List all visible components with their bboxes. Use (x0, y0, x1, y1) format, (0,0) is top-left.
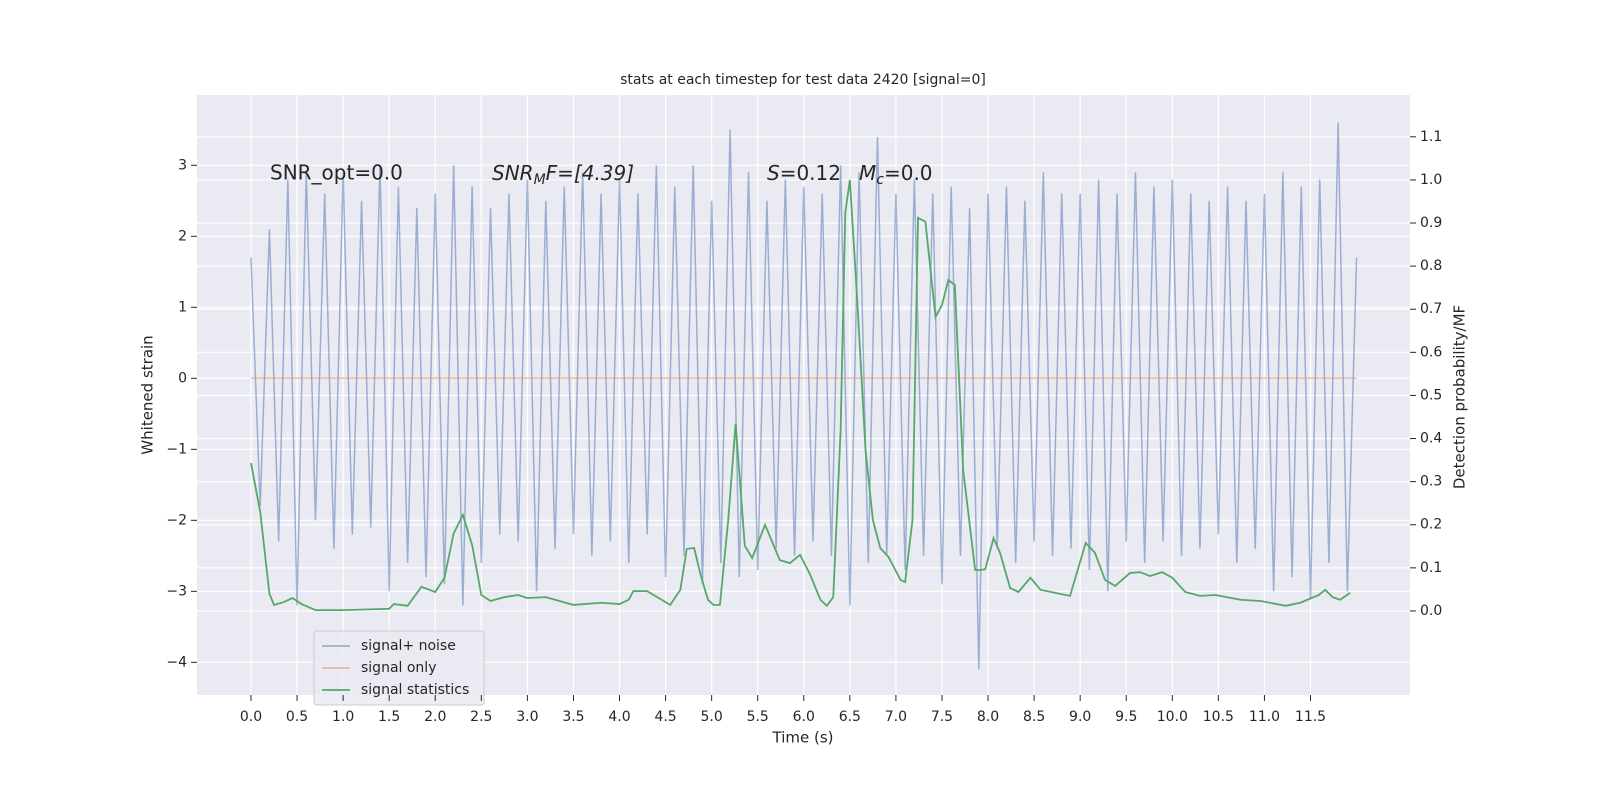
annotation-part: M (859, 161, 876, 185)
y-tick-label: 0 (178, 370, 187, 386)
x-tick-label: 3.0 (516, 709, 538, 725)
y2-tick-label: 1.0 (1420, 172, 1442, 188)
legend-label: signal only (361, 660, 436, 676)
x-tick-label: 5.5 (747, 709, 769, 725)
y2-tick-label: 0.3 (1420, 474, 1442, 490)
x-tick-label: 9.5 (1115, 709, 1137, 725)
x-tick-label: 7.0 (885, 709, 907, 725)
y-axis-label: Whitened strain (139, 335, 157, 454)
x-tick-label: 8.0 (977, 709, 999, 725)
annotation: SNRMF=[4.39] (492, 161, 634, 189)
x-tick-label: 2.5 (470, 709, 492, 725)
x-tick-label: 2.0 (424, 709, 446, 725)
y2-tick-label: 0.7 (1420, 301, 1442, 317)
chart-title: stats at each timestep for test data 242… (620, 72, 986, 88)
y2-tick-label: 0.1 (1420, 560, 1442, 576)
y2-tick-label: 1.1 (1420, 129, 1442, 145)
legend-box (313, 630, 485, 706)
y-tick-label: 2 (178, 228, 187, 244)
x-tick-label: 6.5 (839, 709, 861, 725)
x-tick-label: 4.5 (654, 709, 676, 725)
y-tick-label: −2 (166, 512, 187, 528)
y-tick-label: 3 (178, 157, 187, 173)
x-tick-label: 5.0 (701, 709, 723, 725)
y2-tick-label: 0.2 (1420, 517, 1442, 533)
annotation-part: =0.0 (884, 161, 933, 185)
y2-tick-label: 0.6 (1420, 344, 1442, 360)
x-tick-label: 0.0 (240, 709, 262, 725)
annotation-part: M (534, 172, 546, 188)
y-tick-label: −1 (166, 441, 187, 457)
x-tick-label: 8.5 (1023, 709, 1045, 725)
annotation: S=0.12 (767, 161, 841, 185)
annotation-part: S (767, 161, 780, 185)
x-axis-label: Time (s) (772, 729, 834, 747)
legend-label: signal+ noise (361, 638, 456, 654)
x-tick-label: 7.5 (931, 709, 953, 725)
annotation-part: c (876, 172, 884, 188)
y-tick-label: −4 (166, 654, 187, 670)
legend: signal+ noise signal only signal statistic… (313, 630, 485, 706)
y2-tick-label: 0.4 (1420, 431, 1442, 447)
x-tick-label: 9.0 (1069, 709, 1091, 725)
x-tick-label: 1.5 (378, 709, 400, 725)
annotation: SNR_opt=0.0 (270, 161, 403, 185)
annotation-part: =0.12 (780, 161, 841, 185)
x-tick-label: 6.0 (793, 709, 815, 725)
x-tick-label: 3.5 (562, 709, 584, 725)
series-line (250, 179, 1351, 611)
annotation: Mc=0.0 (859, 161, 933, 189)
annotation-part: F=[4.39] (546, 161, 634, 185)
x-tick-label: 4.0 (608, 709, 630, 725)
y2-tick-label: 0.0 (1420, 603, 1442, 619)
legend-label: signal statistics (361, 682, 469, 698)
x-tick-label: 0.5 (286, 709, 308, 725)
x-tick-label: 11.5 (1295, 709, 1326, 725)
annotation-part: SNR (492, 161, 534, 185)
x-tick-label: 11.0 (1249, 709, 1280, 725)
y-tick-label: 1 (178, 299, 187, 315)
marks (250, 122, 1358, 670)
y2-axis-label: Detection probability/MF (1451, 305, 1469, 489)
x-tick-label: 10.0 (1157, 709, 1188, 725)
y2-tick-label: 0.8 (1420, 258, 1442, 274)
x-tick-label: 1.0 (332, 709, 354, 725)
y2-tick-label: 0.5 (1420, 387, 1442, 403)
series-line (250, 122, 1358, 670)
x-tick-label: 10.5 (1203, 709, 1234, 725)
y-tick-label: −3 (166, 583, 187, 599)
y2-tick-label: 0.9 (1420, 215, 1442, 231)
